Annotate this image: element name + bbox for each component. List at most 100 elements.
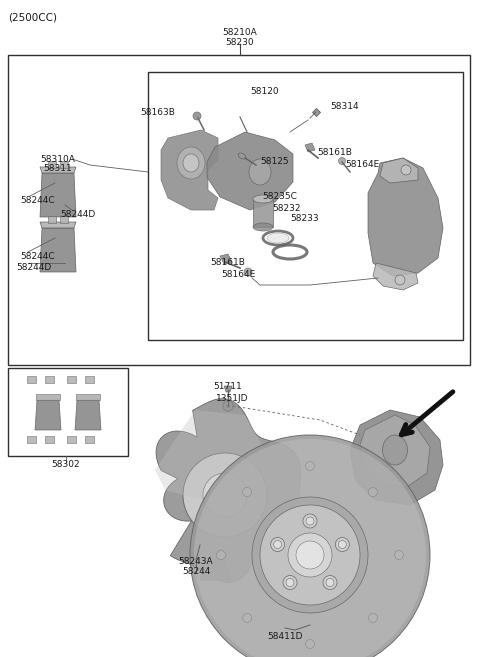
- Text: 51711: 51711: [214, 382, 242, 391]
- Text: 58243A: 58243A: [179, 557, 213, 566]
- Polygon shape: [224, 386, 232, 392]
- Text: 58164E: 58164E: [221, 270, 255, 279]
- Ellipse shape: [183, 154, 199, 172]
- Bar: [8, 55, 470, 365]
- Circle shape: [288, 533, 332, 577]
- Circle shape: [242, 487, 252, 497]
- Circle shape: [216, 551, 226, 560]
- Circle shape: [226, 404, 230, 408]
- Text: 58244C: 58244C: [20, 196, 55, 205]
- Text: 58161B: 58161B: [211, 258, 245, 267]
- Bar: [76, 394, 100, 400]
- Text: 58311: 58311: [44, 164, 72, 173]
- Circle shape: [194, 439, 426, 657]
- Circle shape: [244, 268, 252, 276]
- Polygon shape: [40, 222, 76, 228]
- Circle shape: [305, 639, 314, 648]
- Ellipse shape: [238, 153, 246, 159]
- Bar: [148, 72, 463, 340]
- Text: 1351JD: 1351JD: [216, 394, 248, 403]
- Circle shape: [242, 614, 252, 622]
- Bar: [45, 436, 54, 443]
- Polygon shape: [220, 254, 232, 264]
- Circle shape: [193, 112, 201, 120]
- Polygon shape: [373, 263, 418, 290]
- Bar: [36, 394, 60, 400]
- Circle shape: [190, 435, 430, 657]
- Circle shape: [274, 541, 282, 549]
- Circle shape: [305, 461, 314, 470]
- Text: 58230: 58230: [226, 38, 254, 47]
- Circle shape: [306, 517, 314, 525]
- Polygon shape: [155, 410, 265, 500]
- Circle shape: [336, 537, 349, 551]
- Text: 58232: 58232: [272, 204, 300, 213]
- Ellipse shape: [249, 159, 271, 185]
- Circle shape: [252, 497, 368, 613]
- Circle shape: [286, 579, 294, 587]
- Circle shape: [183, 453, 267, 537]
- Text: 58411D: 58411D: [267, 632, 303, 641]
- Circle shape: [203, 473, 247, 517]
- Circle shape: [260, 505, 360, 605]
- Polygon shape: [380, 158, 418, 183]
- Polygon shape: [305, 143, 315, 152]
- Polygon shape: [350, 410, 443, 505]
- Circle shape: [296, 541, 324, 569]
- Circle shape: [338, 541, 347, 549]
- Circle shape: [283, 576, 297, 589]
- Circle shape: [326, 579, 334, 587]
- Polygon shape: [40, 173, 76, 217]
- Text: 58161B: 58161B: [317, 148, 352, 157]
- Ellipse shape: [253, 223, 273, 231]
- Bar: [60, 161, 68, 168]
- Circle shape: [271, 537, 285, 551]
- Text: 58244D: 58244D: [60, 210, 95, 219]
- Circle shape: [369, 487, 377, 497]
- Circle shape: [395, 551, 404, 560]
- Text: 58244D: 58244D: [16, 263, 51, 272]
- Bar: [60, 216, 68, 223]
- Polygon shape: [75, 400, 101, 430]
- Bar: [48, 161, 56, 168]
- Bar: [48, 216, 56, 223]
- Circle shape: [401, 165, 411, 175]
- Polygon shape: [161, 130, 218, 210]
- Bar: [253, 199, 273, 227]
- Bar: [27, 376, 36, 383]
- Circle shape: [395, 275, 405, 285]
- Polygon shape: [368, 158, 443, 276]
- Polygon shape: [40, 228, 76, 272]
- Circle shape: [323, 576, 337, 589]
- Text: 58210A: 58210A: [223, 28, 257, 37]
- Ellipse shape: [253, 195, 273, 203]
- Text: 58233: 58233: [290, 214, 319, 223]
- Bar: [67, 376, 76, 383]
- Text: 58164E: 58164E: [345, 160, 379, 169]
- Polygon shape: [200, 560, 230, 580]
- Text: 58244: 58244: [182, 567, 210, 576]
- Bar: [85, 436, 94, 443]
- Circle shape: [369, 614, 377, 622]
- Text: 58120: 58120: [251, 87, 279, 96]
- Polygon shape: [40, 167, 76, 173]
- Text: 58314: 58314: [330, 102, 359, 111]
- Bar: [45, 376, 54, 383]
- Polygon shape: [207, 132, 293, 210]
- Text: 58244C: 58244C: [20, 252, 55, 261]
- Text: 58125: 58125: [260, 157, 288, 166]
- Bar: [27, 436, 36, 443]
- Text: (2500CC): (2500CC): [8, 12, 57, 22]
- Text: 58310A: 58310A: [41, 155, 75, 164]
- Ellipse shape: [267, 233, 289, 243]
- Circle shape: [303, 514, 317, 528]
- Polygon shape: [360, 415, 430, 487]
- Bar: [85, 376, 94, 383]
- Ellipse shape: [177, 147, 205, 179]
- Bar: [67, 436, 76, 443]
- Text: 58235C: 58235C: [262, 192, 297, 201]
- Text: 58302: 58302: [52, 460, 80, 469]
- Ellipse shape: [383, 435, 408, 465]
- Polygon shape: [156, 399, 301, 583]
- Bar: [8, 368, 128, 456]
